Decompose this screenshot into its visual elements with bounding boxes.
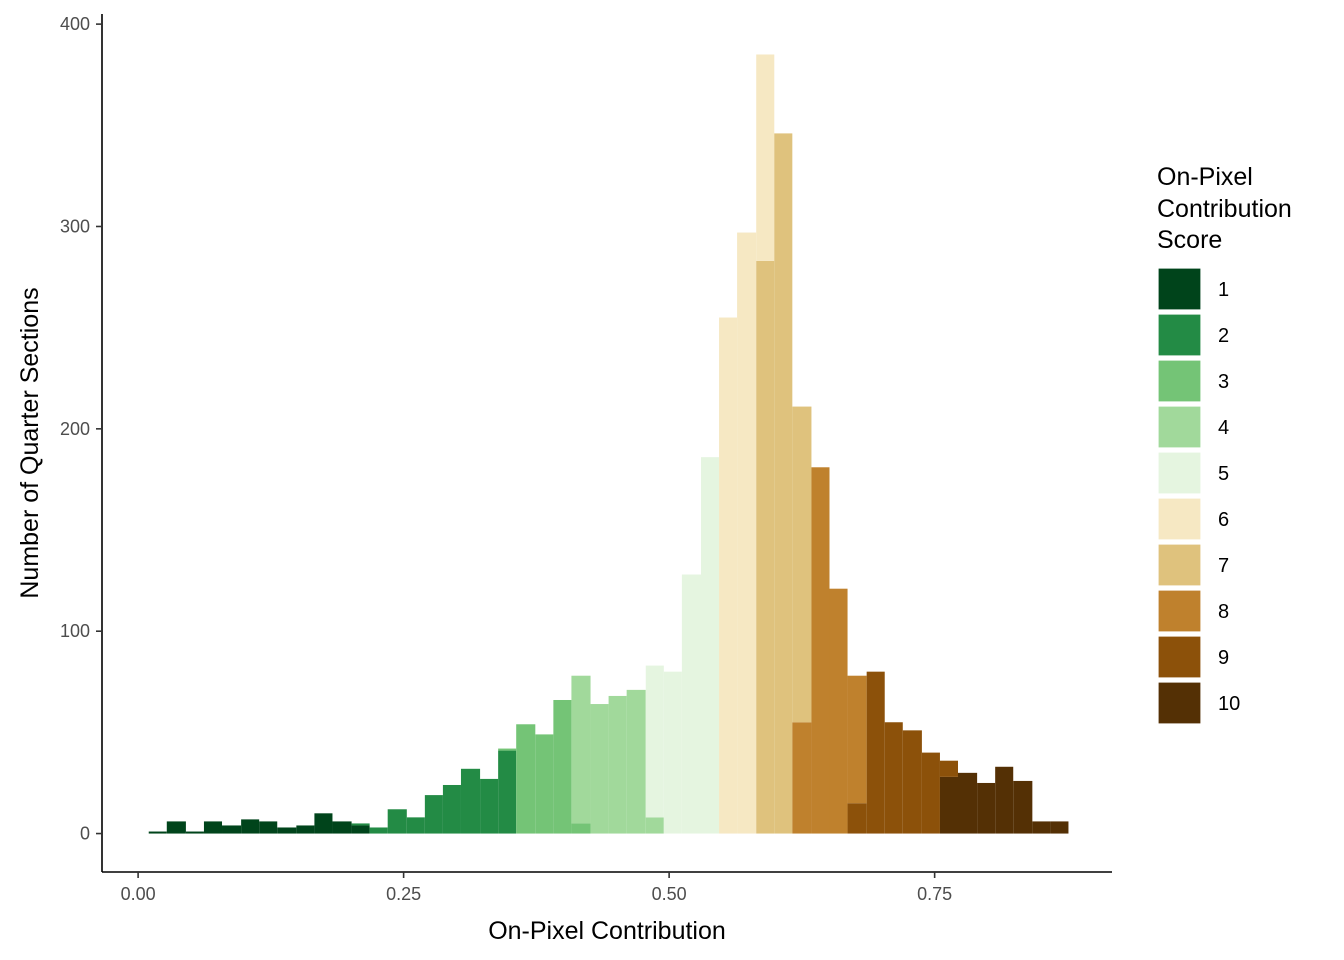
- histogram-bar-41-seg-0: [902, 730, 922, 834]
- histogram-bar-42-seg-0: [921, 752, 940, 834]
- histogram-bar-33-seg-1: [756, 54, 775, 261]
- legend-key-9: [1157, 635, 1202, 679]
- histogram-bar-3-seg-0: [203, 821, 223, 834]
- legend-label-3: 3: [1218, 371, 1229, 393]
- legend-key-1: [1157, 267, 1202, 311]
- histogram-bar-38-seg-1: [847, 675, 867, 804]
- legend-items: 1 2 3 4 5 6 7 8 9 10: [1157, 267, 1240, 725]
- histogram-bar-21-seg-0: [535, 734, 554, 834]
- histogram-bar-28-seg-0: [663, 671, 682, 834]
- legend: On-Pixel Contribution Score 1 2 3 4 5 6 7 8 9 10: [1157, 163, 1292, 725]
- legend-label-4: 4: [1218, 417, 1229, 439]
- histogram-bar-32-seg-0: [737, 232, 757, 834]
- histogram-bar-29-seg-0: [681, 574, 701, 834]
- y-tick-label-1: 100: [60, 621, 90, 641]
- x-tick-label-1: 0.25: [386, 884, 421, 904]
- histogram-bar-19-seg-0: [498, 750, 517, 834]
- legend-key-3: [1157, 359, 1202, 403]
- histogram-bar-11-seg-1: [351, 823, 370, 826]
- histogram-bar-47-seg-0: [1013, 780, 1033, 834]
- histogram-bar-26-seg-0: [626, 689, 646, 834]
- histogram-bar-9-seg-0: [314, 813, 333, 834]
- legend-label-8: 8: [1218, 601, 1229, 623]
- histogram-bar-19-seg-1: [498, 748, 517, 751]
- legend-key-4: [1157, 405, 1202, 449]
- x-tick-label-3: 0.75: [917, 884, 952, 904]
- histogram-bar-6-seg-0: [259, 821, 278, 834]
- histogram-bar-38-seg-0: [847, 803, 867, 834]
- histogram-bar-33-seg-0: [756, 260, 775, 834]
- legend-key-5: [1157, 451, 1202, 495]
- histogram-bar-8-seg-0: [296, 825, 315, 834]
- x-axis-title: On-Pixel Contribution: [488, 917, 726, 945]
- histogram-bar-2-seg-0: [185, 831, 204, 834]
- legend-title-line-3: Score: [1157, 226, 1222, 254]
- legend-key-10: [1157, 681, 1202, 725]
- histogram-bar-24-seg-0: [590, 704, 609, 834]
- y-axis-ticks: 0 100 200 300 400: [60, 14, 102, 844]
- histogram-bar-15-seg-0: [424, 795, 443, 834]
- histogram-bar-23-seg-0: [571, 823, 591, 834]
- histogram-bar-49-seg-0: [1050, 821, 1069, 834]
- histogram-bar-23-seg-1: [571, 675, 591, 824]
- histogram-bar-27-seg-0: [645, 817, 664, 834]
- histogram-bar-40-seg-0: [884, 722, 903, 834]
- histogram-bar-35-seg-1: [792, 406, 812, 723]
- y-axis-title: Number of Quarter Sections: [16, 287, 44, 598]
- histogram-bar-25-seg-0: [608, 695, 627, 834]
- histogram-bar-13-seg-0: [387, 809, 407, 834]
- axes: 0 100 200 300 400 0.00 0.25 0.50 0.75: [60, 14, 1112, 904]
- legend-key-7: [1157, 543, 1202, 587]
- histogram-bar-44-seg-0: [958, 772, 978, 834]
- histogram-bar-10-seg-0: [332, 821, 352, 834]
- histogram-bar-16-seg-0: [442, 784, 461, 834]
- histogram-bar-45-seg-0: [977, 782, 996, 834]
- histogram-bar-11-seg-0: [351, 825, 370, 834]
- legend-label-1: 1: [1218, 279, 1229, 301]
- y-tick-label-3: 300: [60, 216, 90, 236]
- legend-label-6: 6: [1218, 509, 1229, 531]
- legend-label-9: 9: [1218, 647, 1229, 669]
- histogram-bar-35-seg-0: [792, 722, 812, 834]
- histogram-bar-12-seg-0: [369, 827, 388, 834]
- histogram-bar-4-seg-0: [222, 825, 242, 834]
- legend-title-line-2: Contribution: [1157, 195, 1292, 223]
- histogram-bar-27-seg-1: [645, 665, 664, 818]
- histogram-bar-0-seg-0: [148, 831, 167, 834]
- x-tick-label-0: 0.00: [121, 884, 156, 904]
- histogram-bar-39-seg-0: [866, 671, 885, 834]
- histogram-bar-18-seg-0: [480, 778, 499, 834]
- legend-key-8: [1157, 589, 1202, 633]
- y-tick-label-0: 0: [80, 824, 90, 844]
- histogram-bar-37-seg-0: [829, 588, 848, 834]
- histogram-bar-31-seg-0: [719, 317, 738, 834]
- histogram-bar-36-seg-0: [811, 467, 830, 834]
- legend-label-2: 2: [1218, 325, 1229, 347]
- histogram-bar-5-seg-0: [241, 819, 260, 834]
- legend-key-2: [1157, 313, 1202, 357]
- legend-key-6: [1157, 497, 1202, 541]
- legend-label-10: 10: [1218, 693, 1240, 715]
- histogram-bar-34-seg-0: [774, 133, 793, 834]
- histogram-bar-14-seg-0: [406, 817, 425, 834]
- y-tick-label-2: 200: [60, 419, 90, 439]
- histogram-bar-22-seg-0: [553, 699, 572, 834]
- histogram-bar-17-seg-0: [460, 768, 481, 834]
- histogram-bar-43-seg-1: [939, 760, 959, 777]
- legend-label-7: 7: [1218, 555, 1229, 577]
- histogram-bar-1-seg-0: [166, 821, 186, 834]
- histogram-bar-7-seg-0: [277, 827, 297, 834]
- legend-label-5: 5: [1218, 463, 1229, 485]
- histogram-bar-46-seg-0: [995, 766, 1014, 834]
- legend-title-line-1: On-Pixel: [1157, 163, 1253, 191]
- histogram-bars: [148, 54, 1069, 834]
- histogram-bar-43-seg-0: [939, 776, 959, 834]
- x-axis-ticks: 0.00 0.25 0.50 0.75: [121, 872, 952, 904]
- histogram-bar-30-seg-0: [700, 457, 720, 834]
- histogram-bar-48-seg-0: [1032, 821, 1051, 834]
- x-tick-label-2: 0.50: [652, 884, 687, 904]
- histogram-bar-20-seg-0: [516, 724, 536, 834]
- y-tick-label-4: 400: [60, 14, 90, 34]
